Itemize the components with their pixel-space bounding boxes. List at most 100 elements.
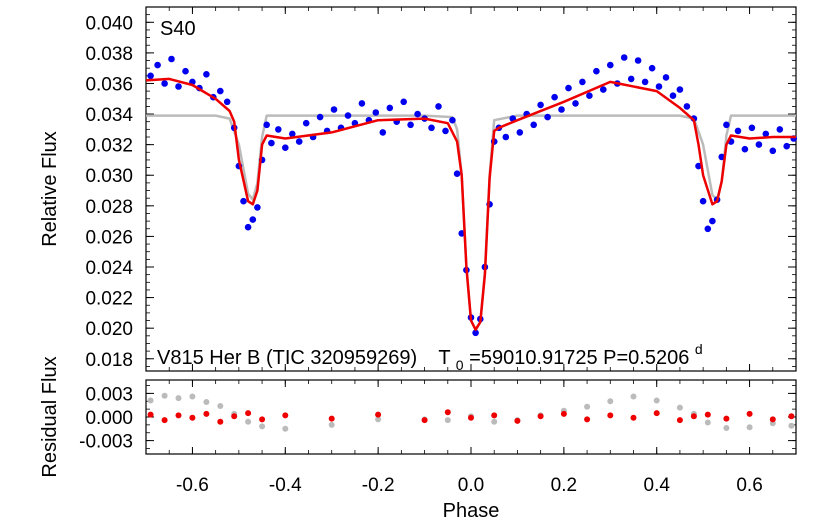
residual-gray-point — [245, 418, 252, 425]
residual-red-point — [630, 414, 637, 421]
residual-red-point — [584, 416, 591, 423]
observed-point — [435, 103, 442, 110]
observed-point — [699, 197, 707, 205]
x-tick-label: 0.6 — [736, 475, 762, 496]
main-y-tick-label: 0.034 — [85, 105, 133, 126]
x-tick-label: 0.4 — [644, 475, 671, 496]
main-y-tick-label: 0.032 — [85, 136, 133, 157]
main-y-axis-title: Relative Flux — [39, 131, 61, 247]
residual-red-point — [676, 417, 683, 424]
observed-point — [275, 126, 282, 133]
fit-model-line — [145, 77, 796, 331]
x-tick-label: -0.4 — [269, 475, 302, 496]
observed-point — [386, 104, 394, 112]
observed-point — [734, 127, 742, 135]
observed-point — [683, 103, 691, 110]
residual-red-point — [723, 415, 730, 422]
residual-y-tick-label: 0.000 — [85, 408, 133, 429]
observed-point — [648, 64, 656, 72]
observed-point — [762, 130, 770, 138]
main-y-tick-label: 0.018 — [85, 350, 133, 371]
observed-point — [502, 133, 510, 141]
observed-point — [414, 110, 421, 118]
observed-point — [718, 153, 725, 161]
x-tick-label: -0.2 — [362, 475, 395, 496]
residual-red-point — [189, 414, 196, 421]
observed-point — [268, 139, 275, 147]
observed-point — [223, 98, 231, 106]
observed-point — [254, 204, 261, 211]
residual-red-point — [537, 413, 544, 420]
observed-point — [641, 78, 649, 86]
observed-point — [358, 100, 366, 107]
residual-red-point — [328, 415, 335, 422]
main-y-tick-label: 0.040 — [85, 13, 133, 34]
residual-gray-point — [175, 395, 182, 402]
observed-point — [442, 127, 449, 135]
observed-point — [634, 57, 642, 64]
t0-subscript: 0 — [456, 357, 464, 373]
observed-point — [407, 121, 414, 129]
observed-point — [147, 72, 154, 80]
residual-y-tick-label: 0.003 — [85, 384, 133, 405]
residual-red-point — [468, 414, 474, 421]
x-tick-label: -0.6 — [176, 475, 209, 496]
observed-point — [755, 141, 763, 148]
observed-point — [600, 86, 607, 93]
residual-red-point — [788, 413, 795, 420]
observed-point — [655, 83, 663, 90]
residual-y-axis-title: Residual Flux — [39, 356, 61, 477]
residual-gray-point — [723, 425, 730, 431]
main-y-tick-label: 0.028 — [85, 197, 133, 218]
observed-point — [579, 78, 586, 86]
observed-point — [662, 74, 670, 81]
observed-point — [203, 71, 210, 78]
residual-red-point — [203, 410, 210, 417]
residual-red-point — [217, 418, 224, 425]
observed-point — [741, 145, 749, 153]
observed-point — [289, 130, 296, 138]
observed-point — [302, 119, 310, 127]
observed-point — [154, 61, 161, 69]
observed-point — [558, 106, 565, 113]
residual-red-point — [690, 413, 697, 420]
residual-gray-point — [203, 399, 210, 405]
observed-point — [783, 142, 790, 150]
residual-red-point — [282, 412, 289, 419]
residual-gray-point — [444, 417, 451, 424]
observed-point — [182, 67, 189, 75]
residual-red-point — [746, 410, 753, 417]
residual-gray-point — [676, 404, 683, 411]
observed-point — [620, 54, 628, 61]
residual-red-point — [259, 416, 266, 423]
residual-red-point — [607, 412, 614, 419]
residual-red-point — [175, 412, 182, 419]
observed-point — [565, 84, 572, 92]
residual-red-point — [147, 411, 154, 418]
residual-red-point — [560, 410, 567, 417]
observed-point — [344, 112, 352, 119]
main-panel: 0.018 0.020 0.022 0.024 0.026 0.028 0.030 0.032… — [39, 6, 797, 373]
residual-red-point — [653, 410, 660, 417]
observed-point — [263, 121, 271, 129]
observed-point — [175, 83, 182, 90]
residual-gray-point — [189, 393, 196, 400]
residual-y-tick-label: -0.003 — [79, 432, 133, 453]
observed-point — [669, 92, 677, 99]
observed-point — [695, 162, 702, 170]
residual-gray-point — [161, 392, 168, 399]
main-y-tick-label: 0.030 — [85, 166, 133, 187]
residual-red-point — [375, 411, 382, 418]
residual-red-points — [147, 409, 795, 425]
main-fit-curve — [145, 77, 796, 331]
observed-point — [249, 216, 257, 223]
residual-gray-point — [259, 423, 266, 430]
observed-point — [472, 329, 479, 337]
residual-gray-point — [491, 418, 498, 425]
main-observed-points — [147, 54, 797, 337]
observed-point — [537, 101, 544, 109]
observed-point — [316, 113, 324, 121]
observed-point — [400, 98, 408, 106]
observed-point — [607, 61, 614, 69]
observed-point — [709, 217, 716, 225]
